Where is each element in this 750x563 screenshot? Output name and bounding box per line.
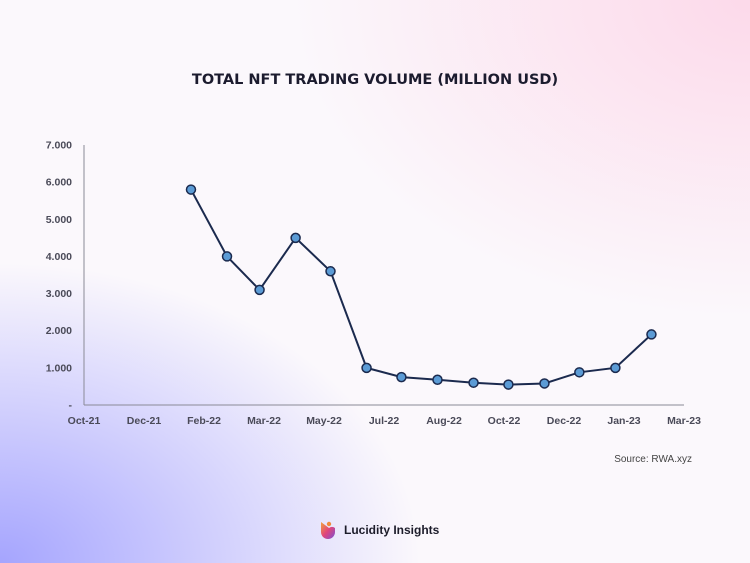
data-point [396,371,407,383]
brand-name: Lucidity Insights [344,523,440,537]
chart-series [185,184,657,390]
x-tick-label: Feb-22 [187,415,221,427]
data-point [503,379,514,390]
x-tick-label: Dec-21 [127,415,162,427]
chart-title: TOTAL NFT TRADING VOLUME (MILLION USD) [192,72,558,88]
y-tick-label: 4.000 [46,251,72,263]
data-point [221,251,233,262]
chart-source: Source: RWA.xyz [614,454,692,465]
data-point [610,362,621,374]
data-point [361,362,372,374]
y-axis-ticks: - 1.000 2.000 3.000 4.000 5.000 6.000 7.000 [46,140,73,412]
x-tick-label: Aug-22 [426,415,462,427]
x-tick-label: Oct-22 [488,415,521,427]
lucidity-logo-icon [321,521,335,539]
x-tick-label: May-22 [306,415,342,427]
x-tick-label: Dec-22 [547,415,582,427]
chart-axes [83,145,684,406]
x-axis-ticks: Oct-21 Dec-21 Feb-22 Mar-22 May-22 Jul-22 Aug-… [68,415,701,427]
data-point [574,367,585,378]
data-point [468,377,479,388]
data-point [539,378,550,389]
x-tick-label: Jul-22 [369,415,400,427]
x-tick-label: Mar-22 [247,415,281,427]
y-tick-label: 6.000 [46,177,72,189]
x-tick-label: Jan-23 [607,415,640,427]
data-point [325,266,336,277]
y-tick-label: - [69,400,73,412]
x-tick-label: Mar-23 [667,415,701,427]
y-tick-label: 1.000 [46,362,72,374]
series-line [190,189,653,386]
data-point [646,329,657,340]
x-tick-label: Oct-21 [68,415,101,427]
data-point [254,284,265,296]
data-point [432,374,443,385]
y-tick-label: 5.000 [46,214,72,226]
brand: Lucidity Insights [318,519,439,541]
data-point [185,184,197,195]
y-tick-label: 3.000 [46,288,72,300]
y-tick-label: 2.000 [46,325,72,337]
y-tick-label: 7.000 [46,140,72,152]
data-point [290,232,301,244]
